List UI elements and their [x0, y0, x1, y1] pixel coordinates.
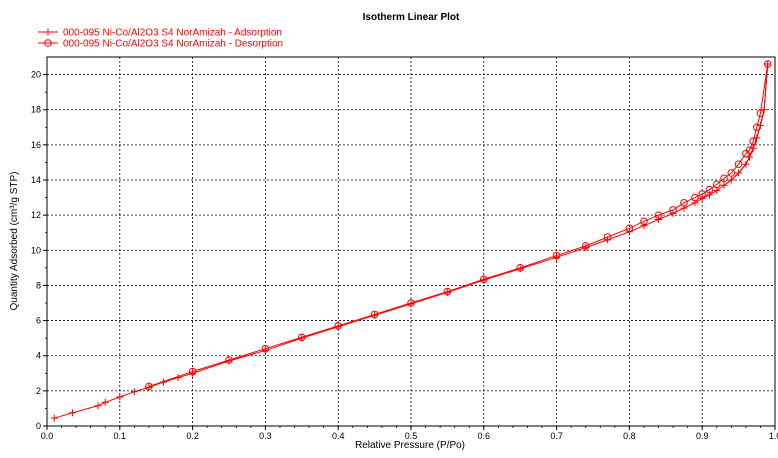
x-axis: 0.0 0.1 0.2 0.3 0.4 0.5 0.6 0.7 0.8 0.9 1.0 — [41, 426, 778, 441]
desorption-point — [407, 299, 415, 307]
y-tick-label: 8 — [36, 280, 41, 290]
y-tick-label: 2 — [36, 386, 41, 396]
y-tick-label: 12 — [31, 210, 41, 220]
desorption-point — [680, 199, 688, 207]
adsorption-point — [261, 346, 269, 354]
adsorption-point — [713, 187, 721, 195]
desorption-line — [148, 63, 769, 387]
adsorption-point — [727, 176, 735, 184]
adsorption-point — [735, 169, 743, 177]
desorption-point — [480, 275, 488, 284]
x-axis-title: Relative Pressure (P/Po) — [355, 440, 465, 451]
desorption-point — [669, 206, 677, 214]
desorption-point — [742, 149, 750, 158]
adsorption-point — [50, 414, 58, 422]
adsorption-point — [94, 402, 102, 410]
y-axis: 0 2 4 6 8 10 12 14 16 18 20 — [31, 70, 47, 431]
x-tick-label: 0.9 — [696, 431, 709, 441]
y-tick-label: 6 — [36, 316, 41, 326]
x-tick-label: 0.5 — [405, 431, 418, 441]
desorption-point — [753, 123, 761, 132]
series-layer — [50, 60, 772, 422]
desorption-point — [552, 251, 561, 260]
desorption-point — [691, 193, 699, 202]
desorption-point — [145, 382, 153, 391]
grid — [47, 57, 775, 426]
adsorption-point — [720, 181, 728, 189]
desorption-point — [712, 180, 721, 189]
desorption-point — [756, 109, 765, 118]
legend: 000-095 Ni-Co/Al2O3 S4 NorAmizah - Adsor… — [38, 28, 283, 50]
desorption-point — [261, 344, 270, 353]
x-tick-label: 0.0 — [41, 431, 54, 441]
legend-desorption-marker — [44, 39, 52, 47]
x-tick-label: 0.6 — [478, 431, 491, 441]
desorption-point — [516, 264, 525, 272]
x-tick-label: 0.4 — [332, 431, 345, 441]
adsorption-point — [130, 388, 138, 396]
desorption-point — [298, 333, 306, 342]
x-tick-label: 0.7 — [550, 431, 563, 441]
y-tick-label: 14 — [31, 175, 41, 185]
desorption-point — [749, 137, 757, 146]
adsorption-point — [101, 398, 109, 406]
x-tick-label: 1.0 — [769, 431, 778, 441]
desorption-point — [581, 242, 590, 250]
desorption-point — [225, 356, 233, 364]
adsorption-point — [189, 369, 197, 377]
chart-title: Isotherm Linear Plot — [363, 12, 460, 23]
adsorption-point — [582, 244, 590, 252]
adsorption-point — [698, 194, 706, 202]
legend-desorption-label: 000-095 Ni-Co/Al2O3 S4 NorAmizah - Desor… — [63, 39, 283, 50]
y-tick-label: 20 — [31, 70, 41, 80]
desorption-point — [443, 287, 452, 296]
y-tick-label: 4 — [36, 351, 41, 361]
desorption-point — [370, 310, 379, 319]
adsorption-point — [640, 222, 648, 230]
desorption-point — [625, 224, 634, 233]
adsorption-point — [655, 216, 663, 224]
adsorption-point — [742, 160, 750, 168]
y-tick-label: 18 — [31, 105, 41, 115]
adsorption-point — [116, 393, 124, 401]
x-tick-label: 0.3 — [259, 431, 272, 441]
y-axis-title: Quantity Adsorbed (cm³/g STP) — [9, 172, 20, 311]
desorption-point — [603, 233, 612, 241]
desorption-point — [654, 211, 663, 219]
desorption-point — [640, 217, 648, 226]
desorption-point — [705, 185, 714, 194]
desorption-point — [720, 174, 728, 183]
y-tick-label: 10 — [31, 245, 41, 255]
adsorption-point — [553, 253, 561, 261]
adsorption-point — [68, 409, 76, 417]
desorption-point — [698, 190, 707, 198]
y-tick-label: 16 — [31, 140, 41, 150]
desorption-point — [734, 160, 743, 168]
x-tick-label: 0.1 — [114, 431, 127, 441]
legend-adsorption-label: 000-095 Ni-Co/Al2O3 S4 NorAmizah - Adsor… — [63, 28, 282, 39]
x-tick-label: 0.2 — [186, 431, 199, 441]
desorption-point — [334, 322, 343, 330]
desorption-point — [763, 60, 772, 68]
x-tick-label: 0.8 — [623, 431, 636, 441]
desorption-point — [188, 367, 197, 376]
desorption-point — [727, 169, 736, 177]
y-tick-label: 0 — [36, 421, 41, 431]
